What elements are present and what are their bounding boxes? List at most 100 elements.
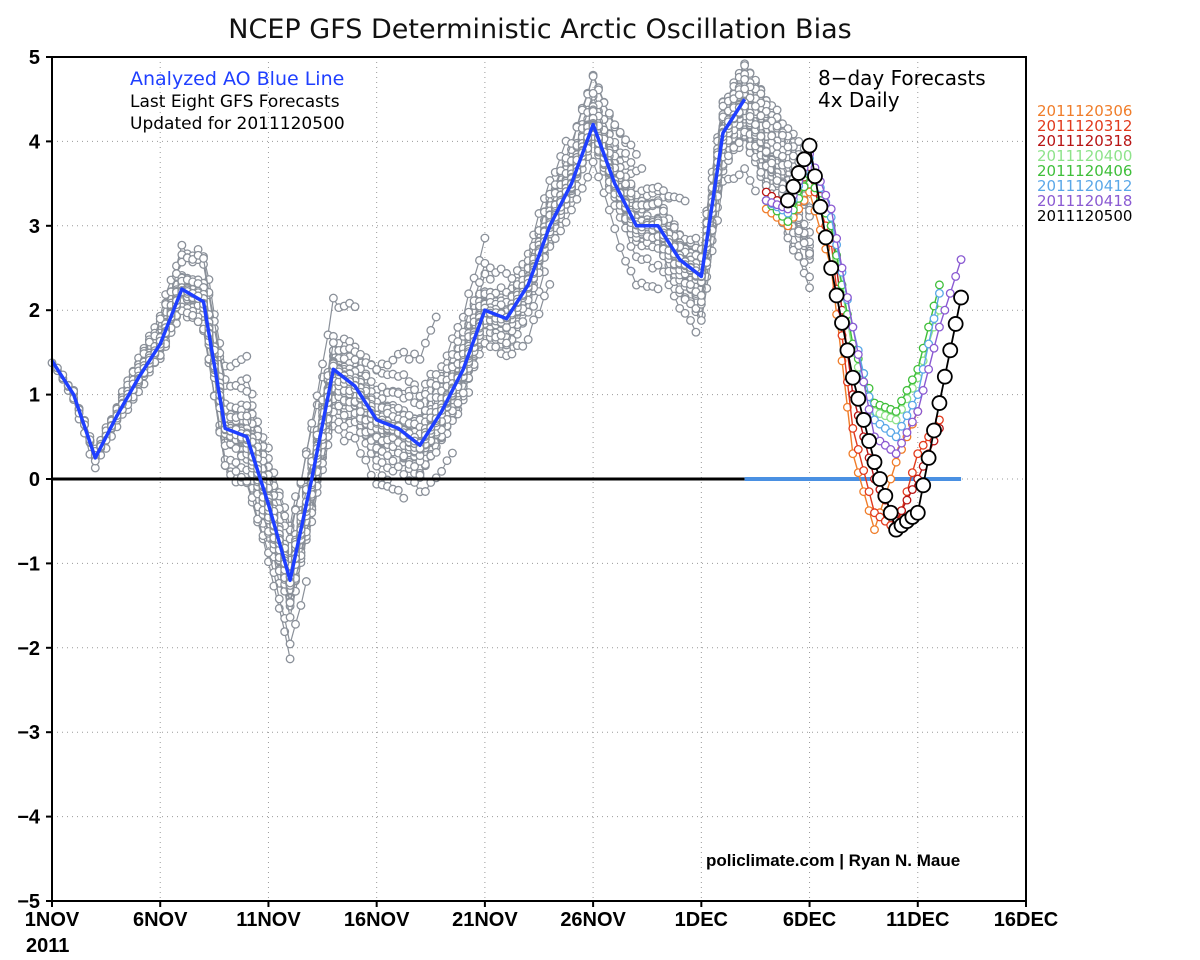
forecast-point — [897, 438, 906, 448]
annotation-last-eight: Last Eight GFS Forecasts — [130, 92, 340, 112]
past-forecast-point — [740, 61, 750, 70]
past-forecast-point — [680, 196, 690, 206]
forecast-point — [859, 377, 869, 387]
annotation-analyzed: Analyzed AO Blue Line — [130, 68, 344, 90]
forecast-point — [929, 343, 939, 353]
past-forecast-point — [783, 142, 793, 152]
past-forecast-point — [756, 111, 766, 121]
past-forecast-point — [750, 101, 760, 111]
x-tick-label: 16NOV — [344, 909, 410, 931]
past-forecast-point — [350, 302, 360, 312]
past-forecast-point — [355, 448, 365, 458]
forecast-point — [940, 305, 950, 315]
past-forecast-point — [772, 176, 782, 186]
forecast-point — [907, 417, 917, 427]
forecast-point — [934, 288, 944, 298]
past-forecast-point — [772, 141, 782, 151]
past-forecast-point — [220, 460, 230, 470]
forecast-series-2011120500 — [780, 137, 969, 538]
past-forecast-point — [431, 312, 441, 322]
past-forecast-point — [431, 370, 441, 379]
past-forecast-point — [669, 222, 679, 232]
past-forecast-point — [621, 179, 631, 189]
forecast-point — [864, 404, 874, 414]
past-forecast-point — [155, 314, 165, 324]
past-forecast-point — [653, 198, 663, 208]
forecast-point — [902, 428, 912, 438]
forecast-point — [891, 432, 901, 442]
forecast-point — [872, 471, 888, 487]
past-forecast-point — [415, 354, 425, 364]
forecast-point — [897, 396, 906, 406]
past-forecasts-spaghetti — [47, 59, 815, 664]
forecast-point — [886, 474, 896, 484]
past-forecast-point — [691, 327, 701, 337]
past-forecast-point — [453, 322, 463, 332]
past-forecast-point — [621, 148, 631, 158]
annotation-forecast-1: 8−day Forecasts — [818, 66, 986, 90]
past-forecast-point — [615, 243, 625, 252]
forecast-point — [823, 260, 840, 276]
past-forecast-point — [799, 258, 809, 267]
forecast-lines — [761, 137, 969, 538]
past-forecast-point — [767, 131, 777, 141]
forecast-point — [956, 255, 966, 265]
past-forecast-point — [393, 403, 403, 413]
past-forecast-point — [740, 164, 750, 174]
past-forecast-point — [410, 349, 419, 359]
forecast-point — [821, 190, 831, 200]
forecast-point — [913, 407, 923, 416]
forecast-point — [929, 314, 939, 324]
y-tick-label: 3 — [29, 216, 40, 238]
forecast-point — [947, 316, 964, 332]
past-forecast-point — [464, 307, 474, 317]
past-forecast-point — [399, 347, 409, 357]
forecast-point — [891, 407, 901, 416]
past-forecast-point — [534, 309, 544, 319]
past-forecast-point — [453, 398, 463, 408]
x-tick-label: 1NOV — [25, 909, 80, 931]
forecast-point — [907, 400, 917, 410]
forecast-point — [931, 395, 948, 411]
past-forecast-point — [301, 577, 311, 586]
past-forecast-point — [274, 594, 284, 604]
past-forecast-point — [675, 303, 685, 313]
past-forecast-point — [772, 121, 782, 131]
forecast-point — [837, 263, 847, 273]
x-tick-label: 26NOV — [560, 909, 626, 931]
forecast-point — [902, 385, 912, 395]
past-forecast-point — [383, 451, 392, 461]
past-forecast-point — [767, 158, 777, 168]
past-forecast-point — [453, 337, 463, 346]
y-tick-label: 1 — [29, 385, 40, 407]
forecast-point — [866, 454, 883, 471]
x-tick-label: 6DEC — [783, 909, 836, 931]
forecast-point — [902, 411, 912, 421]
past-forecast-point — [588, 157, 598, 167]
past-forecast-point — [556, 226, 566, 236]
y-tick-label: 2 — [29, 300, 40, 322]
past-forecast-point — [740, 74, 750, 84]
forecast-point — [848, 322, 858, 332]
past-forecast-point — [756, 167, 766, 177]
forecast-point — [855, 412, 872, 428]
past-forecast-point — [372, 364, 382, 374]
forecast-point — [920, 449, 937, 466]
past-forecast-point — [431, 447, 441, 457]
past-forecast-point — [794, 226, 804, 236]
past-forecast-point — [361, 455, 371, 465]
forecast-point — [864, 487, 874, 497]
past-forecast-point — [756, 131, 766, 141]
past-forecast-point — [193, 317, 203, 327]
forecast-point — [926, 422, 942, 439]
x-tick-label: 1DEC — [675, 909, 728, 931]
past-forecast-point — [242, 386, 252, 396]
past-forecast-point — [588, 88, 598, 98]
forecast-point — [832, 234, 842, 243]
past-forecast-point — [583, 172, 593, 182]
past-forecast-point — [539, 291, 549, 301]
forecast-point — [934, 280, 944, 290]
past-forecast-point — [653, 260, 663, 270]
past-forecast-point — [393, 485, 403, 495]
forecast-point — [953, 289, 969, 306]
